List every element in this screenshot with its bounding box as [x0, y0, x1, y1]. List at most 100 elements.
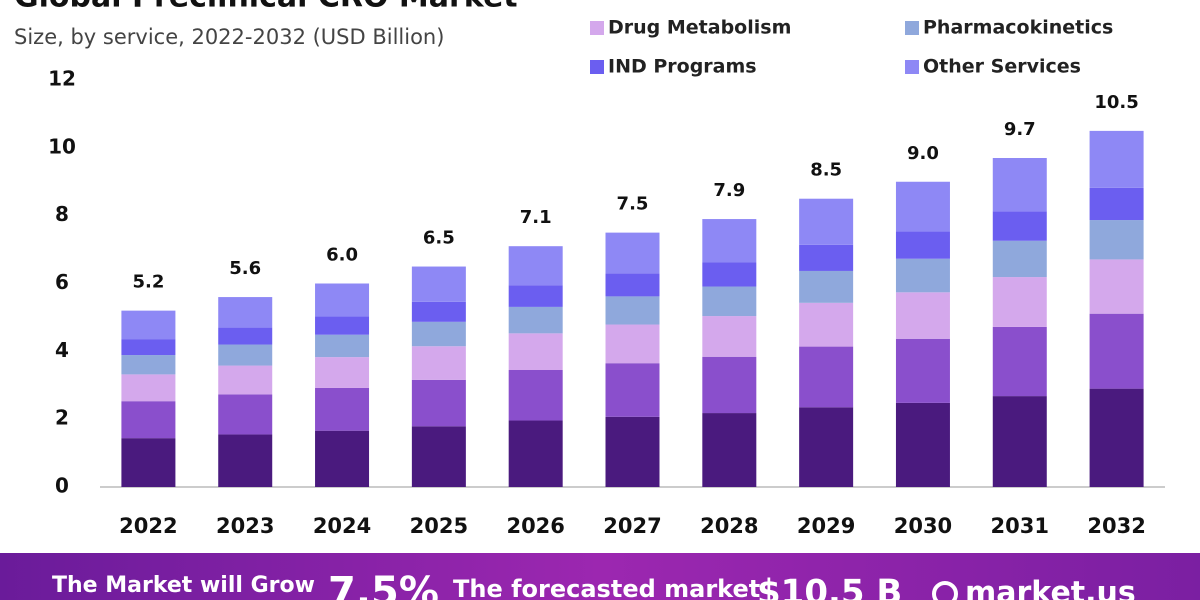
y-tick-label: 6: [55, 270, 69, 294]
bar-segment: [895, 402, 950, 487]
legend-label: Other Services: [923, 56, 1081, 78]
total-label: 5.6: [229, 258, 261, 279]
legend-label: IND Programs: [608, 56, 757, 78]
total-label: 6.0: [326, 245, 358, 266]
y-tick-label: 2: [55, 406, 69, 430]
bar-segment: [799, 346, 854, 408]
bar-segment: [508, 246, 563, 286]
bar-segment: [895, 181, 950, 232]
chart-title: Global Preclinical CRO Market: [14, 0, 518, 15]
bar-segment: [605, 232, 660, 274]
y-tick-label: 10: [48, 134, 76, 158]
x-tick-label: 2026: [506, 514, 564, 538]
bar-segment: [218, 344, 273, 366]
bar-segment: [1089, 259, 1144, 314]
legend-label: Drug Metabolism: [608, 17, 791, 39]
bar-segment: [315, 430, 370, 487]
y-tick-label: 12: [48, 67, 76, 91]
bar-segment: [895, 258, 950, 293]
bar-segment: [508, 306, 563, 334]
bar-segment: [895, 292, 950, 339]
bar-segment: [218, 434, 273, 487]
x-tick-label: 2029: [797, 514, 855, 538]
bar-segment: [992, 396, 1047, 487]
bar-segment: [702, 413, 757, 487]
x-tick-label: 2022: [119, 514, 177, 538]
brand-icon: [932, 581, 958, 600]
bar-segment: [1089, 313, 1144, 389]
total-label: 7.1: [520, 207, 552, 228]
bar-segment: [992, 326, 1047, 397]
bar-segment: [799, 198, 854, 245]
bar-segment: [702, 219, 757, 263]
footer-forecast: The forecasted market: [453, 575, 760, 600]
bar-segment: [121, 438, 176, 487]
legend-label: Pharmacokinetics: [923, 17, 1113, 39]
footer-growth: The Market will Grow: [52, 573, 315, 598]
bar-segment: [121, 339, 176, 356]
bar-segment: [411, 379, 466, 427]
x-tick-label: 2024: [313, 514, 371, 538]
total-label: 9.7: [1004, 119, 1036, 140]
x-tick-label: 2030: [894, 514, 952, 538]
bar-segment: [799, 270, 854, 303]
bar-segment: [508, 285, 563, 307]
bar-segment: [508, 420, 563, 487]
total-label: 5.2: [132, 272, 164, 293]
x-tick-label: 2032: [1087, 514, 1145, 538]
bar-segment: [992, 158, 1047, 212]
legend-swatch: [905, 60, 919, 74]
total-label: 7.5: [617, 194, 649, 215]
total-label: 8.5: [810, 160, 842, 181]
bar-segment: [218, 327, 273, 345]
bar-segment: [121, 355, 176, 375]
total-label: 10.5: [1094, 92, 1138, 113]
legend-swatch: [590, 60, 604, 74]
x-tick-label: 2023: [216, 514, 274, 538]
bar-segment: [315, 387, 370, 431]
legend-label: Toxicology Testing: [608, 0, 804, 1]
bar-segment: [895, 231, 950, 259]
bar-segment: [605, 416, 660, 487]
bar-segment: [799, 302, 854, 347]
bar-segment: [315, 283, 370, 317]
legend-swatch: [590, 21, 604, 35]
bar-segment: [1089, 130, 1144, 188]
chart-subtitle: Size, by service, 2022-2032 (USD Billion…: [14, 25, 444, 49]
y-tick-label: 8: [55, 202, 69, 226]
x-tick-label: 2025: [410, 514, 468, 538]
bar-segment: [411, 266, 466, 302]
bar-segment: [411, 301, 466, 322]
bar-segment: [315, 334, 370, 358]
bar-segment: [218, 394, 273, 435]
total-label: 6.5: [423, 228, 455, 249]
bar-segment: [1089, 220, 1144, 260]
total-label: 7.9: [713, 180, 745, 201]
legend-swatch: [905, 21, 919, 35]
bar-segment: [799, 244, 854, 271]
bar-segment: [895, 338, 950, 403]
bar-segment: [411, 321, 466, 347]
bar-segment: [1089, 187, 1144, 221]
bar-segment: [702, 262, 757, 287]
x-tick-label: 2028: [700, 514, 758, 538]
bar-segment: [121, 374, 176, 402]
footer-value: $10.5 B: [757, 573, 902, 600]
bar-segment: [992, 211, 1047, 241]
y-tick-label: 4: [55, 338, 69, 362]
bar-segment: [315, 357, 370, 388]
bar-segment: [1089, 388, 1144, 487]
bar-segment: [605, 324, 660, 364]
bar-segment: [605, 363, 660, 417]
bar-segment: [121, 310, 176, 340]
bar-segment: [605, 296, 660, 325]
bar-segment: [218, 365, 273, 395]
bar-segment: [702, 356, 757, 414]
bar-segment: [411, 426, 466, 487]
bar-segment: [702, 316, 757, 357]
bar-segment: [992, 277, 1047, 327]
bar-segment: [411, 346, 466, 380]
bar-segment: [121, 401, 176, 439]
x-tick-label: 2031: [991, 514, 1049, 538]
x-tick-label: 2027: [603, 514, 661, 538]
